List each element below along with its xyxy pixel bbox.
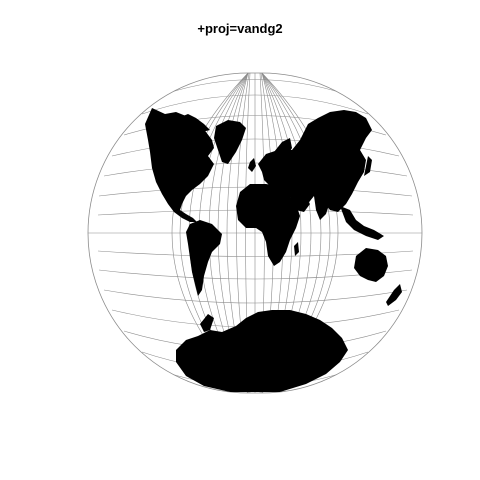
eurasia: [258, 110, 372, 212]
australia: [354, 248, 388, 282]
antarctic-peninsula: [200, 314, 214, 332]
japan: [364, 156, 372, 176]
landmasses: [145, 108, 402, 392]
arabia: [290, 194, 310, 212]
arctic-islands: [178, 114, 210, 132]
africa: [236, 184, 300, 266]
new-zealand: [386, 284, 402, 306]
antarctica: [176, 310, 348, 392]
southeast-asia: [340, 206, 384, 240]
south-america: [186, 220, 222, 296]
madagascar: [294, 242, 299, 256]
india: [314, 194, 330, 220]
map-title: +proj=vandg2: [197, 21, 283, 36]
british-isles: [248, 158, 256, 172]
parallel-line: [103, 289, 408, 304]
north-america: [145, 108, 214, 222]
greenland: [214, 120, 246, 164]
scandinavia: [274, 138, 292, 160]
globe-outline: [87, 72, 423, 394]
